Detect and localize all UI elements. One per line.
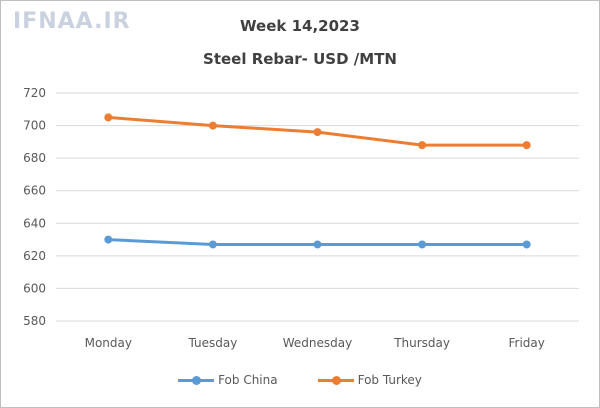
data-point (418, 141, 427, 150)
x-tick-label: Tuesday (187, 336, 237, 350)
legend-label: Fob Turkey (357, 373, 422, 387)
chart-legend: Fob China Fob Turkey (1, 373, 599, 387)
x-tick-label: Thursday (393, 336, 450, 350)
data-point (208, 121, 217, 130)
data-point (313, 240, 322, 249)
y-tick-label: 580 (23, 314, 46, 328)
legend-item-fob-china: Fob China (178, 373, 278, 387)
y-tick-label: 700 (23, 119, 46, 133)
x-tick-label: Monday (85, 336, 132, 350)
legend-label: Fob China (218, 373, 278, 387)
watermark-logo: IFNAA.IR (13, 9, 131, 34)
data-point (104, 235, 113, 244)
x-tick-label: Friday (509, 336, 545, 350)
data-point (418, 240, 427, 249)
data-point (522, 141, 531, 150)
y-tick-label: 680 (23, 151, 46, 165)
chart-subtitle: Steel Rebar- USD /MTN (203, 50, 397, 68)
y-tick-label: 600 (23, 281, 46, 295)
data-point (104, 113, 113, 122)
legend-swatch-fob-turkey (317, 374, 354, 386)
data-point (313, 128, 322, 137)
legend-swatch-fob-china (178, 374, 215, 386)
y-tick-label: 660 (23, 184, 46, 198)
y-tick-label: 640 (23, 216, 46, 230)
data-point (522, 240, 531, 249)
x-tick-label: Wednesday (283, 336, 352, 350)
legend-item-fob-turkey: Fob Turkey (317, 373, 422, 387)
y-tick-label: 620 (23, 249, 46, 263)
y-tick-label: 720 (23, 86, 46, 100)
data-point (208, 240, 217, 249)
chart-title: Week 14,2023 (240, 17, 360, 35)
